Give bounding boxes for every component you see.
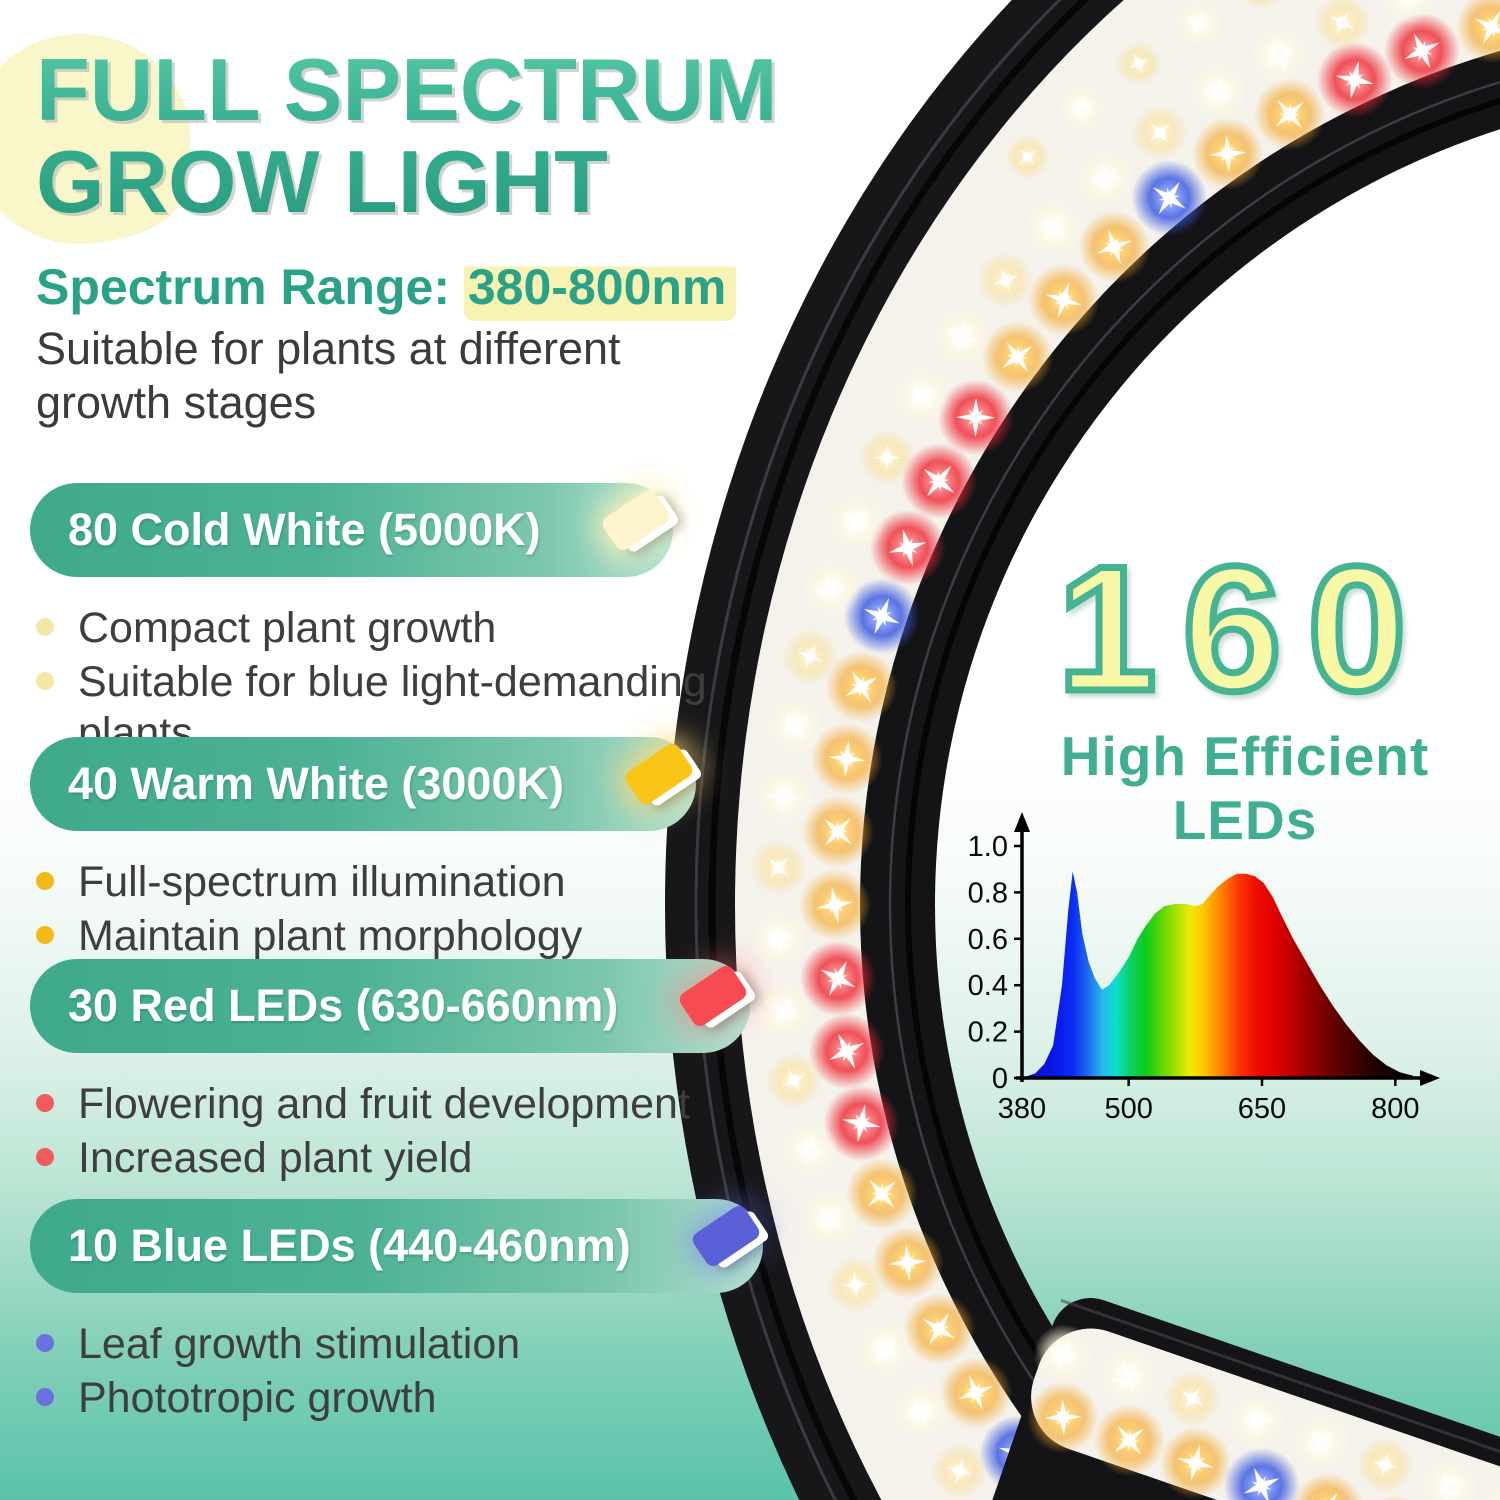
bullet-item: Full-spectrum illumination xyxy=(30,857,710,907)
led-count-value: 160 xyxy=(1054,529,1433,728)
bullet-item: Maintain plant morphology xyxy=(30,911,710,961)
svg-text:0.6: 0.6 xyxy=(968,924,1008,956)
feature-badge-label: 40 Warm White (3000K) xyxy=(68,758,564,809)
led-chip-icon xyxy=(672,949,756,1053)
page-title: FULL SPECTRUM GROW LIGHT xyxy=(36,44,777,227)
feature-badge: 30 Red LEDs (630-660nm) xyxy=(30,959,751,1053)
spectrum-curve xyxy=(1022,871,1414,1078)
bullet-item: Phototropic growth xyxy=(30,1373,710,1423)
description-text: Suitable for plants at different growth … xyxy=(36,323,621,428)
feature-red-leds: 30 Red LEDs (630-660nm) Flowering and fr… xyxy=(30,959,751,1188)
spectrum-range-value: 380-800nm xyxy=(463,259,737,321)
background-blob xyxy=(0,120,188,242)
bullet-item: Leaf growth stimulation xyxy=(30,1319,710,1369)
led-chip-icon xyxy=(595,473,679,577)
led-chip-icon xyxy=(685,1189,769,1293)
bullet-list: Leaf growth stimulation Phototropic grow… xyxy=(30,1319,710,1424)
bullet-list: Flowering and fruit development Increase… xyxy=(30,1079,710,1184)
feature-badge: 80 Cold White (5000K) xyxy=(30,483,673,577)
led-count-block: 160 High Efficient LEDs xyxy=(1010,529,1480,852)
led-count-label: High Efficient LEDs xyxy=(1060,725,1430,851)
bullet-list: Compact plant growth Suitable for blue l… xyxy=(30,603,710,758)
svg-text:380: 380 xyxy=(998,1093,1046,1125)
svg-text:0: 0 xyxy=(992,1063,1008,1095)
feature-badge-label: 10 Blue LEDs (440-460nm) xyxy=(68,1220,631,1271)
svg-text:0.2: 0.2 xyxy=(968,1017,1008,1049)
bullet-item: Flowering and fruit development xyxy=(30,1079,710,1129)
bullet-list: Full-spectrum illumination Maintain plan… xyxy=(30,857,710,962)
chart-axis-labels: 0 0.2 0.4 0.6 0.8 1.0 380 500 650 800 xyxy=(968,831,1420,1125)
feature-warm-white: 40 Warm White (3000K) Full-spectrum illu… xyxy=(30,737,710,966)
feature-badge-label: 30 Red LEDs (630-660nm) xyxy=(68,980,619,1031)
title-line-2: GROW LIGHT xyxy=(36,131,608,231)
spectrum-range-text: Spectrum Range: 380-800nm xyxy=(36,258,737,321)
spectrum-range-label: Spectrum Range: xyxy=(36,259,450,315)
svg-text:0.8: 0.8 xyxy=(968,877,1008,909)
svg-text:500: 500 xyxy=(1104,1093,1152,1125)
bullet-item: Compact plant growth xyxy=(30,603,710,653)
led-chip-icon xyxy=(618,727,702,831)
svg-text:650: 650 xyxy=(1238,1093,1286,1125)
title-line-1: FULL SPECTRUM xyxy=(36,40,778,139)
spectrum-chart: 0 0.2 0.4 0.6 0.8 1.0 380 500 650 800 xyxy=(968,812,1440,1125)
feature-badge: 10 Blue LEDs (440-460nm) xyxy=(30,1199,763,1293)
bullet-item: Increased plant yield xyxy=(30,1133,710,1183)
svg-text:800: 800 xyxy=(1371,1093,1419,1125)
feature-badge: 40 Warm White (3000K) xyxy=(30,737,696,831)
feature-blue-leds: 10 Blue LEDs (440-460nm) Leaf growth sti… xyxy=(30,1199,763,1428)
svg-text:1.0: 1.0 xyxy=(968,831,1008,863)
feature-cold-white: 80 Cold White (5000K) Compact plant grow… xyxy=(30,483,710,762)
ring-corner-segment xyxy=(952,1297,1500,1500)
svg-text:0.4: 0.4 xyxy=(968,970,1008,1002)
feature-badge-label: 80 Cold White (5000K) xyxy=(68,504,541,555)
